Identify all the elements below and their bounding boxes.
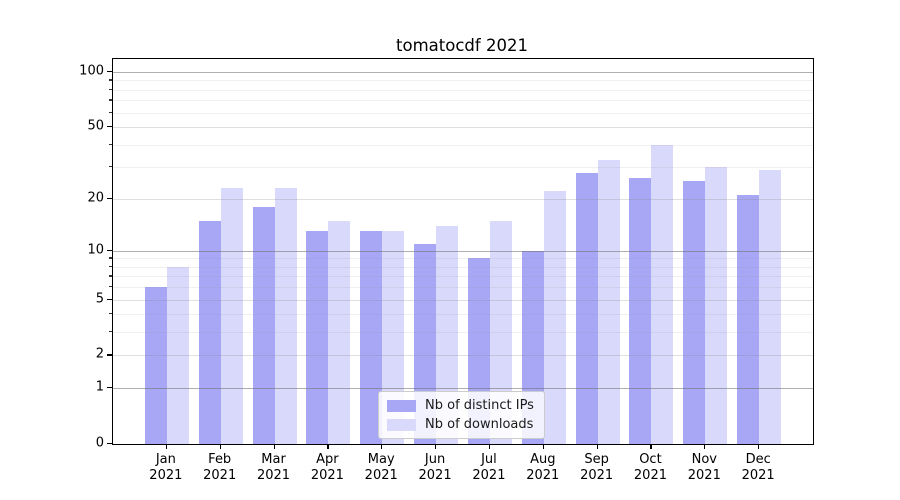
x-tick-mark-dec — [758, 444, 760, 449]
y-gridline-60 — [113, 112, 813, 114]
y-tick-label-50: 50 — [87, 118, 104, 134]
x-tick-label-jun: Jun 2021 — [418, 452, 452, 483]
x-tick-mark-aug — [542, 444, 544, 449]
y-gridline-2 — [113, 355, 813, 357]
y-minor-tick-mark-7 — [109, 275, 112, 277]
legend-item-0: Nb of distinct IPs — [387, 398, 534, 413]
x-tick-mark-may — [381, 444, 383, 449]
legend-label-0: Nb of distinct IPs — [425, 398, 534, 413]
y-gridline-90 — [113, 80, 813, 82]
y-tick-label-0: 0 — [95, 435, 104, 451]
y-tick-mark-2 — [107, 354, 112, 356]
y-gridline-3 — [113, 332, 813, 334]
x-tick-label-sep: Sep 2021 — [580, 452, 614, 483]
y-minor-tick-mark-30 — [109, 166, 112, 168]
y-gridline-40 — [113, 144, 813, 146]
y-minor-tick-mark-60 — [109, 111, 112, 113]
chart-title: tomatocdf 2021 — [396, 36, 528, 55]
bar-distinct-ips-mar — [252, 206, 275, 444]
y-gridline-80 — [113, 89, 813, 91]
x-tick-mark-apr — [327, 444, 329, 449]
y-gridline-20 — [113, 198, 813, 200]
x-tick-label-jul: Jul 2021 — [472, 452, 506, 483]
y-gridline-30 — [113, 167, 813, 169]
bar-downloads-nov — [705, 167, 728, 444]
x-tick-mark-jan — [165, 444, 168, 449]
y-tick-mark-5 — [107, 298, 112, 300]
bar-distinct-ips-jan — [144, 287, 167, 444]
x-tick-label-jan: Jan 2021 — [149, 452, 183, 483]
y-tick-mark-1 — [107, 387, 112, 389]
y-minor-tick-mark-6 — [109, 286, 112, 288]
x-tick-mark-nov — [704, 444, 706, 449]
bar-distinct-ips-sep — [575, 172, 598, 444]
y-tick-label-10: 10 — [87, 242, 104, 258]
y-gridline-50 — [113, 127, 813, 129]
bar-distinct-ips-may — [360, 231, 383, 444]
y-minor-tick-mark-9 — [109, 257, 112, 259]
x-tick-label-apr: Apr 2021 — [310, 452, 344, 483]
x-tick-label-mar: Mar 2021 — [256, 452, 291, 483]
y-tick-mark-10 — [107, 249, 112, 251]
x-tick-mark-feb — [219, 444, 221, 449]
y-minor-tick-mark-70 — [109, 99, 112, 101]
y-tick-mark-100 — [107, 70, 112, 73]
y-tick-label-2: 2 — [95, 346, 104, 362]
x-tick-mark-jun — [435, 444, 437, 449]
x-tick-label-nov: Nov 2021 — [687, 452, 721, 483]
y-tick-label-20: 20 — [87, 190, 104, 206]
y-tick-mark-20 — [107, 197, 112, 199]
x-tick-label-oct: Oct 2021 — [633, 452, 667, 483]
bar-downloads-sep — [597, 159, 620, 444]
legend-swatch-downloads_bar — [387, 418, 416, 431]
y-minor-tick-mark-40 — [109, 143, 112, 145]
legend: Nb of distinct IPs Nb of downloads — [378, 391, 545, 439]
y-minor-tick-mark-3 — [109, 331, 112, 333]
bar-distinct-ips-dec — [737, 194, 760, 444]
y-tick-mark-0 — [107, 443, 112, 445]
y-gridline-6 — [113, 287, 813, 289]
y-minor-tick-mark-90 — [109, 79, 112, 81]
bar-downloads-may — [382, 231, 405, 444]
y-gridline-70 — [113, 100, 813, 102]
plot-area: Nb of distinct IPs Nb of downloads — [112, 58, 814, 445]
y-gridline-4 — [113, 314, 813, 316]
bar-downloads-dec — [759, 169, 782, 444]
y-gridline-1 — [113, 388, 813, 390]
bar-downloads-aug — [543, 191, 566, 444]
bar-downloads-oct — [651, 144, 674, 444]
bar-distinct-ips-oct — [629, 178, 652, 444]
bar-downloads-jan — [166, 266, 189, 444]
y-gridline-100 — [113, 71, 813, 73]
x-tick-mark-mar — [273, 444, 275, 449]
legend-swatch-ips_bar — [387, 399, 416, 412]
y-tick-mark-50 — [107, 126, 112, 128]
y-tick-label-1: 1 — [95, 379, 104, 395]
x-tick-mark-oct — [650, 444, 652, 449]
x-tick-label-feb: Feb 2021 — [203, 452, 237, 483]
bar-downloads-jun — [436, 225, 459, 444]
y-gridline-8 — [113, 266, 813, 268]
x-tick-label-dec: Dec 2021 — [741, 452, 775, 483]
y-gridline-7 — [113, 276, 813, 278]
bar-downloads-feb — [220, 187, 243, 444]
y-gridline-5 — [113, 299, 813, 301]
y-tick-label-5: 5 — [95, 291, 104, 307]
y-minor-tick-mark-80 — [109, 88, 112, 90]
legend-item-1: Nb of downloads — [387, 417, 534, 432]
x-tick-mark-sep — [596, 444, 598, 449]
bar-distinct-ips-apr — [306, 231, 329, 444]
bar-distinct-ips-nov — [683, 181, 706, 444]
y-gridline-9 — [113, 258, 813, 260]
x-tick-label-may: May 2021 — [364, 452, 398, 483]
x-tick-label-aug: Aug 2021 — [526, 452, 560, 483]
y-tick-label-100: 100 — [79, 63, 104, 79]
y-gridline-10 — [113, 250, 813, 252]
y-minor-tick-mark-4 — [109, 313, 112, 315]
x-tick-mark-jul — [488, 444, 491, 449]
y-minor-tick-mark-8 — [109, 265, 112, 268]
bar-downloads-mar — [274, 187, 297, 444]
legend-label-1: Nb of downloads — [425, 417, 534, 432]
